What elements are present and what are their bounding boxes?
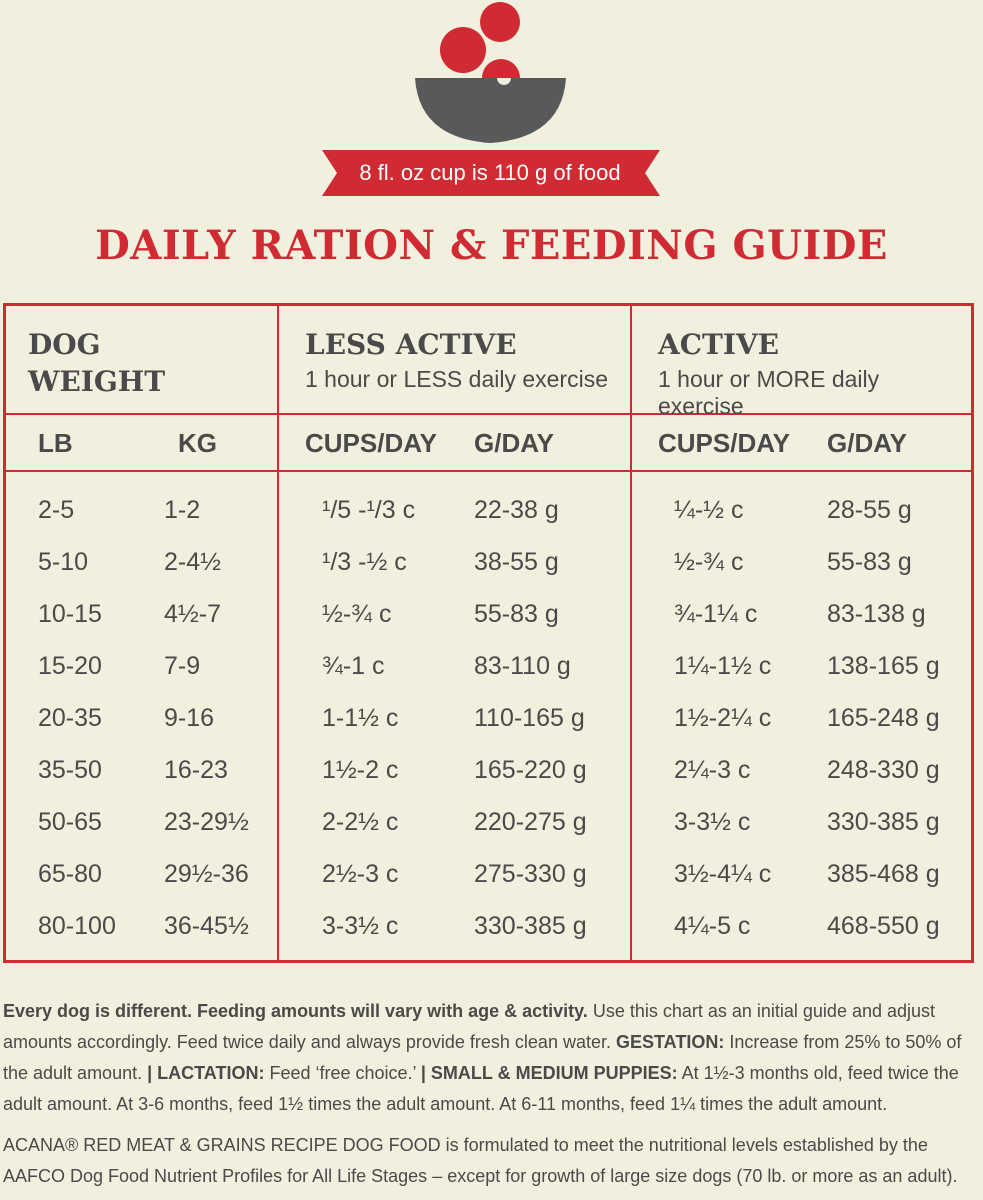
table-cell: 2-5 [38,496,75,524]
column-header-cups-less: CUPS/DAY [305,428,437,458]
column-header-cups-active: CUPS/DAY [658,428,790,458]
group-title-less-active: LESS ACTIVE [305,328,517,361]
column-header-kg: KG [178,428,217,458]
note-bold: | SMALL & MEDIUM PUPPIES: [420,1063,678,1083]
table-cell: 20-35 [38,704,102,732]
table-cell: 3-3½ c [322,912,399,940]
table-cell: 1½-2 c [322,756,399,784]
aafco-statement: ACANA® RED MEAT & GRAINS RECIPE DOG FOOD… [3,1135,958,1186]
table-cell: ½-¾ c [674,548,744,576]
table-cell: 2-2½ c [322,808,399,836]
note-text: At 1½-3 months old, feed twice the adult… [3,1063,959,1114]
table-cell: 1½-2¼ c [674,704,772,732]
table-cell: 55-83 g [474,600,559,628]
divider [6,413,971,415]
column-header-lb: LB [38,428,73,458]
table-cell: 4½-7 [164,600,221,628]
note-bold: | LACTATION: [147,1063,265,1083]
table-cell: ¾-1 c [322,652,385,680]
food-ball-bowl [482,59,520,78]
table-cell: ¼-½ c [674,496,744,524]
table-cell: 38-55 g [474,548,559,576]
table-cell: 468-550 g [827,912,940,940]
note-text: Feed ‘free choice.’ [264,1063,421,1083]
note-bold: GESTATION: [615,1032,725,1052]
group-title-line: DOG [28,328,101,361]
table-cell: ¹/3 -½ c [322,548,407,576]
table-cell: 275-330 g [474,860,587,888]
table-cell: 4¼-5 c [674,912,751,940]
table-cell: 165-220 g [474,756,587,784]
table-cell: 1-2 [164,496,201,524]
table-cell: 28-55 g [827,496,912,524]
column-header-grams-active: G/DAY [827,428,907,458]
table-cell: ¾-1¼ c [674,600,758,628]
note-bold: Every dog is different. Feeding amounts … [3,1001,588,1021]
divider [6,470,971,472]
table-cell: ½-¾ c [322,600,392,628]
group-title-active: ACTIVE [658,328,780,361]
table-cell: 165-248 g [827,704,940,732]
table-cell: 1-1½ c [322,704,399,732]
divider [277,306,279,960]
note-text: Use this chart as an initial guide and a… [3,1001,936,1052]
table-cell: 1¼-1½ c [674,652,772,680]
footer-notes: Every dog is different. Feeding amounts … [3,996,978,1192]
table-cell: 138-165 g [827,652,940,680]
column-header-grams-less: G/DAY [474,428,554,458]
group-title-weight: DOG WEIGHT [28,326,165,400]
table-cell: 3-3½ c [674,808,751,836]
table-cell: 50-65 [38,808,102,836]
table-cell: 2½-3 c [322,860,399,888]
table-cell: 23-29½ [164,808,249,836]
feeding-notes: Every dog is different. Feeding amounts … [3,996,978,1120]
table-cell: 35-50 [38,756,102,784]
table-cell: 65-80 [38,860,102,888]
page-title: DAILY RATION & FEEDING GUIDE [95,222,888,269]
table-cell: 220-275 g [474,808,587,836]
group-subtitle-less-active: 1 hour or LESS daily exercise [305,366,608,392]
group-subtitle-active: 1 hour or MORE daily exercise [658,366,880,419]
table-cell: 15-20 [38,652,102,680]
table-cell: 330-385 g [474,912,587,940]
table-cell: 330-385 g [827,808,940,836]
table-cell: 10-15 [38,600,102,628]
table-cell: 385-468 g [827,860,940,888]
food-ball-left [440,27,486,73]
table-cell: 5-10 [38,548,89,576]
table-cell: 7-9 [164,652,201,680]
cup-size-note: 8 fl. oz cup is 110 g of food [359,160,621,185]
group-title-line: WEIGHT [28,365,166,398]
table-cell: 16-23 [164,756,228,784]
table-cell: 55-83 g [827,548,912,576]
table-cell: 22-38 g [474,496,559,524]
table-cell: 3½-4¼ c [674,860,772,888]
divider [630,306,632,960]
table-cell: 36-45½ [164,912,249,940]
table-cell: 9-16 [164,704,215,732]
table-cell: 110-165 g [474,704,585,732]
table-cell: 83-138 g [827,600,926,628]
bowl-icon [415,78,566,143]
bowl-logo [322,2,660,196]
table-cell: ¹/5 -¹/3 c [322,496,416,524]
note-text: Increase from 25% to 50% of the adult am… [3,1032,962,1083]
table-cell: 80-100 [38,912,116,940]
feeding-table: DOG WEIGHT LESS ACTIVE 1 hour or LESS da… [3,303,974,963]
table-cell: 2¼-3 c [674,756,751,784]
table-cell: 29½-36 [164,860,249,888]
ribbon-banner [322,150,660,196]
table-cell: 248-330 g [827,756,940,784]
table-cell: 2-4½ [164,548,221,576]
food-ball-top [480,2,520,42]
table-cell: 83-110 g [474,652,571,680]
